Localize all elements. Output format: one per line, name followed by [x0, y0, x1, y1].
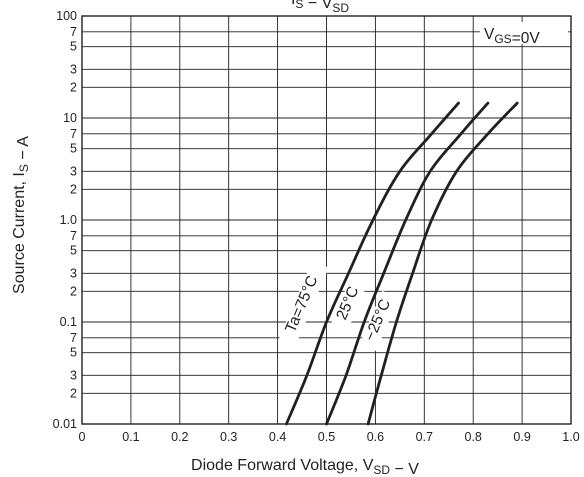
y-tick-label: 5: [70, 142, 77, 156]
condition-label: VGS=0V: [484, 26, 540, 47]
x-tick-label: 0: [79, 430, 86, 444]
series-curve-1: [325, 101, 490, 426]
y-tick-label: 1.0: [60, 213, 77, 227]
y-tick-label: 5: [70, 346, 77, 360]
y-tick-label: 5: [70, 40, 77, 54]
y-tick-label: 3: [70, 266, 77, 280]
y-tick-label: 100: [56, 9, 77, 23]
y-tick-label: 10: [63, 111, 77, 125]
y-tick-label: 3: [70, 62, 77, 76]
x-tick-label: 0.4: [269, 430, 286, 444]
plot-frame: [81, 15, 572, 425]
x-tick-label: 1.0: [562, 430, 579, 444]
x-tick-label: 0.6: [367, 430, 384, 444]
y-tick-label: 0.1: [60, 315, 77, 329]
series-curve-2: [366, 101, 519, 426]
x-tick-label: 0.5: [318, 430, 335, 444]
condition-label-bg: [480, 22, 568, 44]
x-tick-label: 0.3: [220, 430, 237, 444]
series-label-bg-75: [277, 260, 329, 349]
y-tick-label: 7: [70, 127, 77, 141]
curves: [285, 101, 519, 426]
y-tick-label: 7: [70, 331, 77, 345]
y-tick-label: 2: [70, 80, 77, 94]
series-label-75: Ta=75°C: [282, 273, 321, 335]
y-tick-label: 3: [70, 164, 77, 178]
x-tick-label: 0.1: [122, 430, 139, 444]
y-tick-label: 2: [70, 182, 77, 196]
y-axis-title: Source Current, IS − A: [11, 136, 32, 294]
series-label-bg-25: [331, 277, 368, 331]
series-label-bg-minus25: [359, 290, 399, 352]
y-tick-label: 0.01: [53, 417, 77, 431]
grid: [81, 15, 572, 425]
x-tick-label: 0.9: [513, 430, 530, 444]
series-label-minus25: −25°C: [361, 297, 394, 344]
x-axis-title: Diode Forward Voltage, VSD − V: [191, 457, 419, 477]
x-tick-label: 0.2: [171, 430, 188, 444]
y-tick-label: 5: [70, 244, 77, 258]
y-tick-label: 2: [70, 284, 77, 298]
x-tick-labels: 0 0.1 0.2 0.3 0.4 0.5 0.6 0.7 0.8 0.9 1.0: [79, 430, 580, 444]
x-tick-label: 0.7: [416, 430, 433, 444]
chart-title: IS − VSD: [291, 0, 349, 15]
series-curve-0: [285, 101, 460, 426]
y-tick-label: 7: [70, 25, 77, 39]
y-tick-label: 3: [70, 368, 77, 382]
y-tick-label: 7: [70, 229, 77, 243]
x-tick-label: 0.8: [465, 430, 482, 444]
y-tick-label: 2: [70, 386, 77, 400]
